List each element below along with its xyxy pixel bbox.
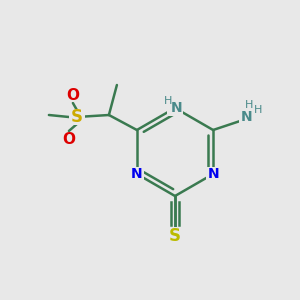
FancyBboxPatch shape	[166, 227, 184, 245]
FancyBboxPatch shape	[66, 88, 80, 102]
Text: H: H	[245, 100, 253, 110]
FancyBboxPatch shape	[167, 100, 183, 116]
Text: N: N	[207, 167, 219, 181]
Text: H: H	[164, 96, 172, 106]
FancyBboxPatch shape	[62, 132, 76, 146]
Text: H: H	[254, 105, 262, 115]
Text: S: S	[71, 108, 83, 126]
Text: N: N	[131, 167, 143, 181]
Text: S: S	[169, 227, 181, 245]
Text: N: N	[240, 110, 252, 124]
Text: O: O	[62, 131, 75, 146]
FancyBboxPatch shape	[206, 167, 220, 181]
Text: N: N	[171, 101, 183, 115]
Text: O: O	[66, 88, 80, 103]
FancyBboxPatch shape	[130, 167, 144, 181]
FancyBboxPatch shape	[239, 110, 253, 124]
FancyBboxPatch shape	[69, 109, 85, 125]
